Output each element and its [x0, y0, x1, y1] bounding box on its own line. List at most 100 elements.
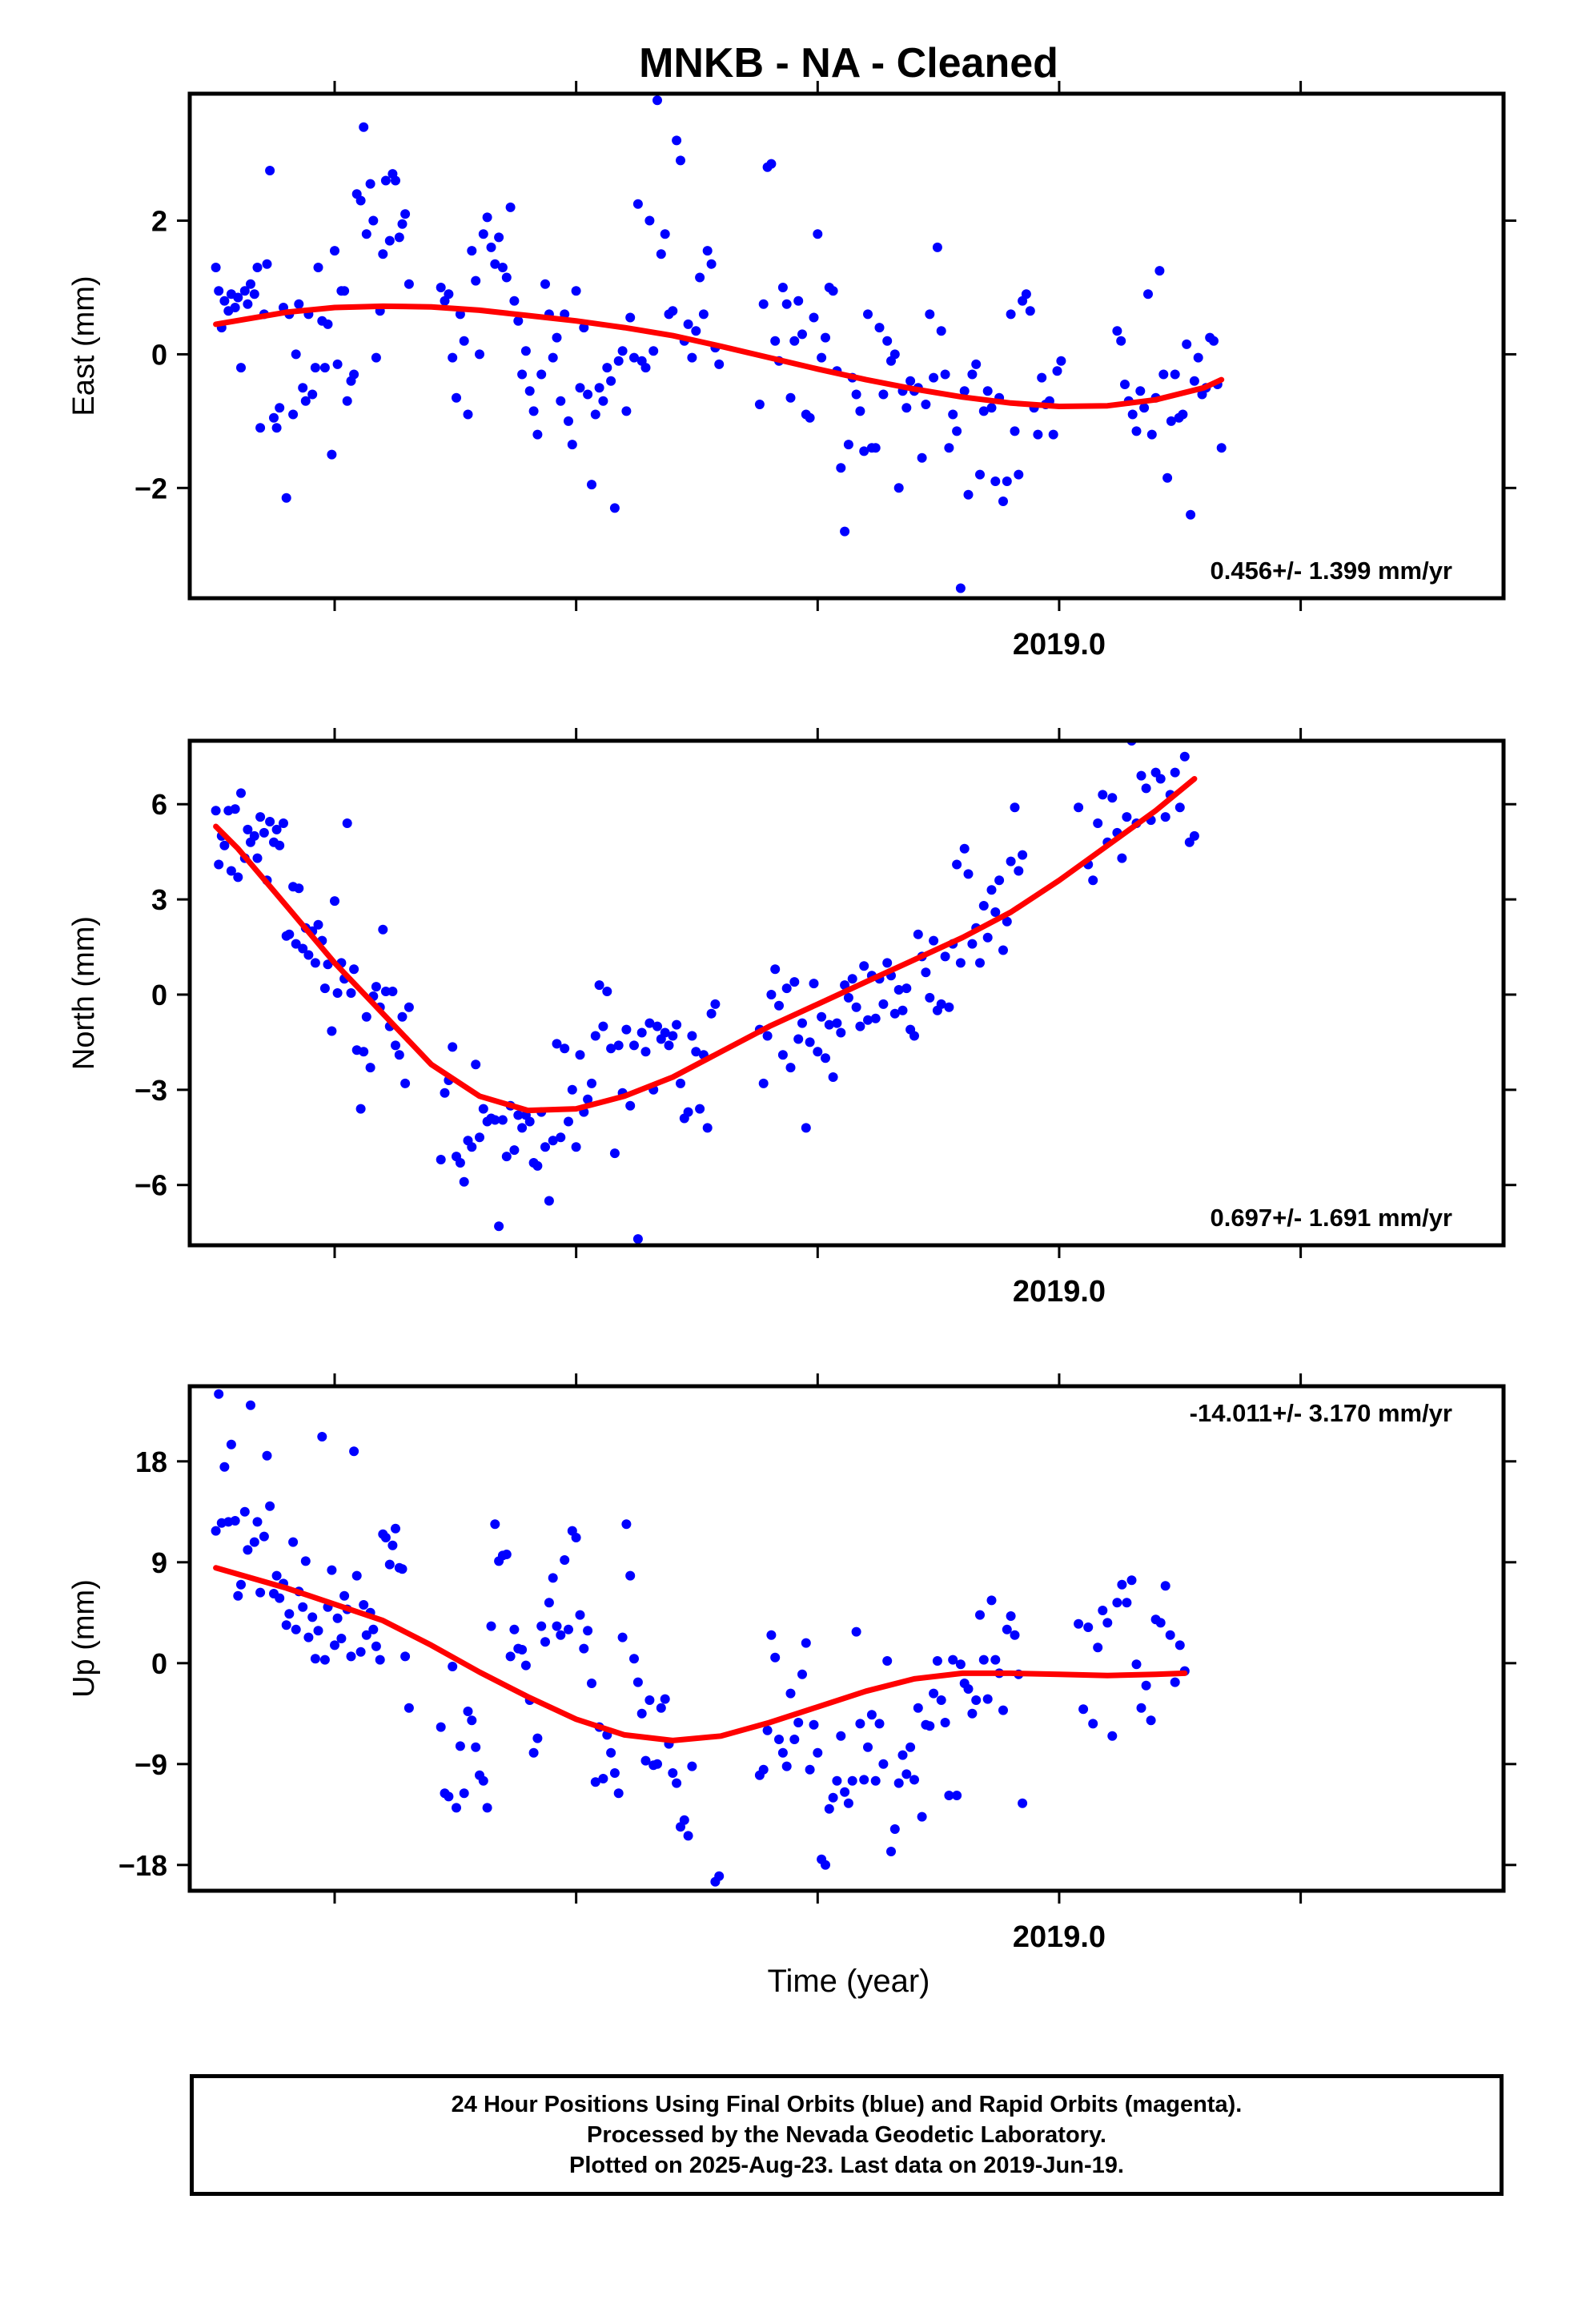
- north-data-point: [952, 859, 962, 870]
- up-data-point: [571, 1533, 581, 1542]
- up-data-point: [444, 1791, 454, 1802]
- north-data-point: [770, 964, 781, 975]
- east-data-point: [214, 286, 224, 296]
- east-data-point: [384, 235, 395, 246]
- north-data-point: [606, 1043, 616, 1054]
- north-data-point: [404, 1002, 414, 1012]
- north-data-point: [632, 1234, 643, 1244]
- caption-line-1: 24 Hour Positions Using Final Orbits (bl…: [451, 2092, 1243, 2117]
- north-data-point: [1179, 751, 1190, 762]
- east-data-point: [332, 359, 343, 369]
- north-data-point: [556, 1132, 566, 1143]
- east-data-point: [391, 175, 400, 186]
- north-data-point: [255, 812, 266, 822]
- east-data-point: [1112, 326, 1122, 336]
- east-data-point: [754, 400, 765, 409]
- east-data-point: [1131, 426, 1142, 436]
- north-data-point: [994, 875, 1005, 886]
- up-data-point: [925, 1721, 935, 1731]
- north-data-point: [1122, 812, 1132, 822]
- north-data-point: [882, 958, 893, 968]
- north-data-point: [513, 1110, 524, 1120]
- north-data-point: [1174, 802, 1185, 813]
- east-ytick-label: 2: [151, 205, 167, 238]
- east-data-point: [552, 332, 562, 343]
- east-data-point: [1056, 356, 1066, 366]
- east-data-point: [781, 299, 792, 309]
- east-data-point: [1033, 429, 1043, 440]
- east-data-point: [1006, 309, 1016, 320]
- east-data-point: [859, 446, 869, 456]
- north-data-point: [471, 1059, 481, 1070]
- east-data-point: [963, 489, 974, 500]
- up-ytick-label: 9: [151, 1546, 167, 1579]
- north-data-point: [762, 1031, 773, 1041]
- up-data-point: [319, 1655, 330, 1665]
- east-data-point: [298, 383, 308, 393]
- north-data-point: [211, 806, 221, 816]
- up-data-point: [351, 1570, 362, 1581]
- up-data-point: [1006, 1611, 1016, 1621]
- east-data-point: [893, 483, 904, 493]
- east-data-point: [448, 352, 458, 363]
- east-data-point: [587, 480, 596, 490]
- east-data-point: [706, 259, 717, 269]
- east-data-point: [355, 195, 366, 206]
- east-data-point: [291, 349, 301, 360]
- up-data-point: [1122, 1598, 1132, 1608]
- east-data-point: [625, 312, 636, 323]
- up-data-point: [913, 1703, 923, 1713]
- east-data-point: [528, 406, 539, 416]
- up-data-point: [544, 1598, 554, 1608]
- east-data-point: [652, 95, 662, 106]
- east-data-point: [575, 383, 585, 393]
- north-data-point: [1018, 850, 1028, 860]
- up-data-point: [560, 1555, 570, 1565]
- east-data-point: [1178, 409, 1188, 420]
- east-data-point: [310, 363, 320, 373]
- east-data-point: [789, 336, 800, 346]
- east-data-point: [609, 503, 620, 513]
- caption-line-2: Processed by the Nevada Geodetic Laborat…: [587, 2122, 1106, 2148]
- east-data-point: [932, 242, 942, 252]
- up-data-point: [668, 1768, 678, 1778]
- east-data-point: [517, 369, 528, 380]
- north-data-point: [509, 1145, 520, 1156]
- up-data-point: [770, 1652, 781, 1663]
- up-data-point: [640, 1755, 651, 1766]
- up-data-point: [564, 1624, 573, 1634]
- east-data-point: [497, 263, 508, 272]
- up-data-point: [1010, 1630, 1020, 1640]
- up-data-point: [239, 1506, 250, 1517]
- north-data-point: [668, 1031, 678, 1041]
- up-data-point: [851, 1626, 861, 1637]
- up-data-point: [1126, 1575, 1137, 1586]
- up-data-point: [520, 1660, 531, 1671]
- north-data-point: [664, 1040, 674, 1051]
- north-data-point: [583, 1094, 593, 1104]
- north-data-point: [230, 804, 240, 814]
- up-data-point: [384, 1559, 395, 1570]
- east-data-point: [252, 263, 263, 272]
- east-data-point: [330, 246, 339, 256]
- up-fit-line: [213, 1565, 1188, 1743]
- north-data-point: [355, 1104, 366, 1114]
- east-data-point: [613, 356, 624, 366]
- east-data-point: [975, 469, 985, 480]
- up-data-point: [583, 1626, 593, 1636]
- up-data-point: [471, 1742, 481, 1752]
- chart-title: MNKB - NA - Cleaned: [639, 40, 1058, 86]
- north-fit-line: [213, 776, 1198, 1114]
- north-data-point: [963, 869, 974, 879]
- east-data-point: [236, 363, 246, 373]
- up-y-axis-label: Up (mm): [67, 1579, 101, 1698]
- north-data-point: [1010, 802, 1020, 813]
- north-data-point: [978, 901, 989, 911]
- up-data-point: [361, 1630, 371, 1640]
- up-data-point: [490, 1519, 500, 1530]
- east-data-point: [644, 215, 655, 226]
- up-data-point: [998, 1705, 1008, 1715]
- up-data-point: [540, 1637, 550, 1647]
- up-data-point: [781, 1761, 792, 1771]
